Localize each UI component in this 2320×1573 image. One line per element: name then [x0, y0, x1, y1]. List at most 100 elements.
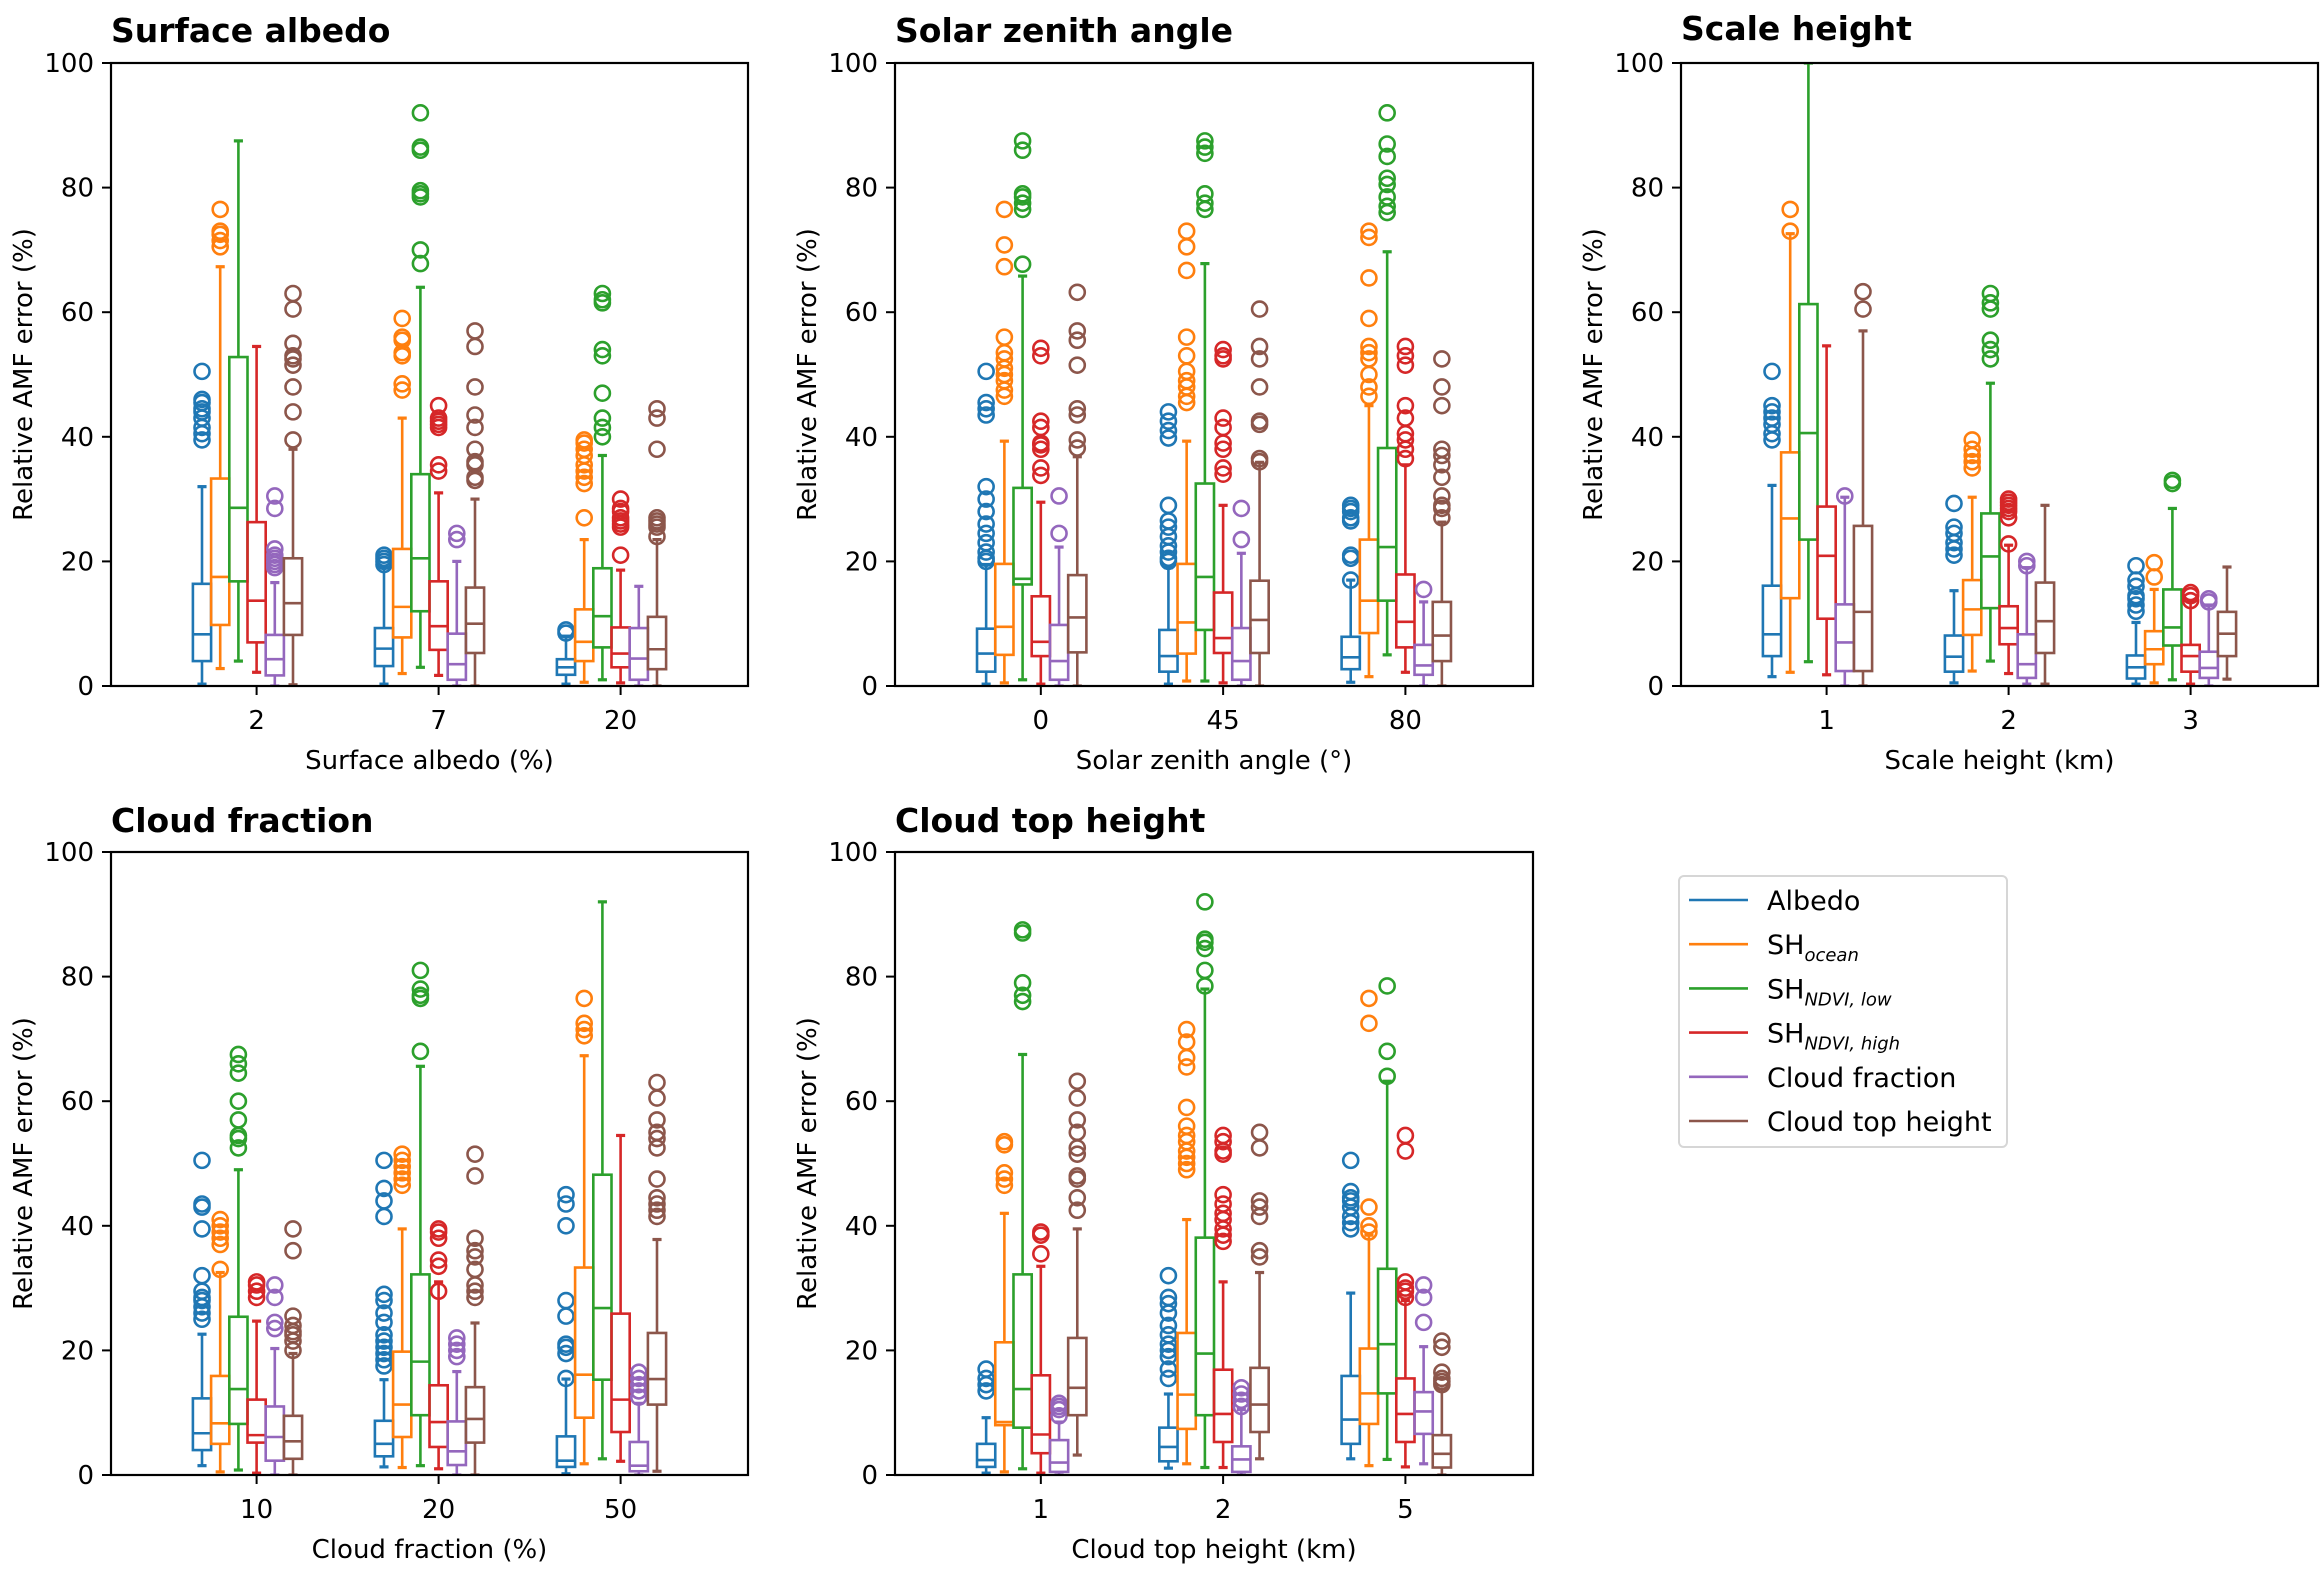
box-sh_ndvi_high-2	[1998, 490, 2020, 676]
x-axis-label: Solar zenith angle (°)	[1076, 746, 1353, 776]
box-sh_ocean-45	[1176, 222, 1198, 683]
box-iqr	[1413, 1390, 1435, 1436]
outlier-point	[593, 284, 612, 303]
box-sh_ndvi_low-3	[2162, 471, 2183, 682]
outlier-point	[1232, 1385, 1251, 1403]
outlier-point	[1159, 1316, 1178, 1335]
outlier-point	[1214, 440, 1232, 459]
y-axis-label: Relative AMF error (%)	[9, 1017, 39, 1310]
box-iqr	[282, 1414, 304, 1461]
outlier-point	[1360, 378, 1378, 396]
outlier-point	[1177, 1033, 1196, 1051]
y-tick-label: 0	[861, 672, 878, 702]
box-cloud_fraction-0	[1048, 487, 1070, 686]
box-cloud_fraction-7	[446, 524, 468, 686]
outlier-point	[648, 409, 666, 427]
box-cloud_top_height-1	[1852, 282, 1874, 686]
outlier-point	[1250, 1248, 1269, 1266]
outlier-point	[1360, 337, 1378, 356]
box-sh_ocean-3	[2143, 553, 2165, 685]
box-cloud_fraction-50	[628, 1363, 650, 1475]
outlier-point	[1050, 1394, 1068, 1413]
outlier-point	[1433, 1338, 1451, 1357]
box-cloud_fraction-2	[2016, 552, 2038, 686]
outlier-point	[1032, 1223, 1050, 1241]
outlier-point	[375, 1179, 393, 1198]
y-tick-label: 20	[61, 547, 94, 577]
outlier-point	[1341, 496, 1360, 515]
outlier-point	[1341, 1188, 1360, 1207]
y-tick-label: 0	[1647, 672, 1664, 702]
outlier-point	[265, 1276, 284, 1294]
box-iqr	[628, 1440, 650, 1473]
outlier-point	[575, 431, 594, 449]
x-tick-label: 50	[604, 1495, 637, 1525]
outlier-point	[429, 1229, 448, 1248]
box-iqr	[1394, 1377, 1416, 1444]
outlier-point	[1050, 487, 1068, 505]
outlier-point	[1177, 1020, 1196, 1039]
box-iqr	[610, 626, 632, 669]
box-sh_ndvi_low-2	[1980, 284, 2001, 663]
outlier-point	[995, 257, 1014, 276]
outlier-point	[375, 1326, 393, 1344]
x-axis-label: Surface albedo (%)	[305, 746, 554, 776]
outlier-point	[1250, 300, 1269, 318]
outlier-point	[1341, 1151, 1360, 1170]
outlier-point	[284, 1220, 302, 1238]
box-iqr	[1340, 635, 1362, 671]
box-cloud_fraction-1	[1834, 487, 1856, 686]
outlier-point	[429, 1257, 448, 1276]
outlier-point	[1360, 387, 1378, 406]
outlier-point	[611, 508, 630, 527]
legend-item-sh_ndvi_high: SHNDVI, high	[1689, 1019, 1900, 1055]
box-sh_ocean-5	[1358, 989, 1380, 1468]
outlier-point	[375, 1291, 393, 1310]
outlier-point	[1177, 347, 1196, 365]
outlier-point	[1763, 403, 1781, 421]
box-iqr	[993, 1341, 1015, 1427]
outlier-point	[429, 1251, 448, 1269]
legend-item-sh_ocean: SHocean	[1689, 930, 1859, 966]
outlier-point	[1013, 185, 1032, 203]
outlier-point	[1360, 1217, 1378, 1235]
box-iqr	[373, 626, 395, 668]
outlier-point	[648, 1207, 666, 1226]
outlier-point	[429, 1282, 448, 1301]
outlier-point	[1177, 1154, 1196, 1173]
box-sh_ndvi_high-2	[1212, 1126, 1234, 1470]
outlier-point	[1378, 169, 1396, 188]
outlier-point	[1414, 1313, 1433, 1332]
outlier-point	[575, 508, 594, 527]
outlier-point	[1196, 893, 1214, 911]
outlier-point	[1981, 284, 2000, 303]
outlier-point	[1032, 459, 1050, 477]
outlier-point	[1050, 524, 1068, 543]
outlier-point	[429, 1220, 448, 1238]
outlier-point	[1981, 340, 2000, 359]
outlier-point	[466, 322, 484, 340]
box-iqr	[591, 566, 613, 649]
outlier-point	[1763, 409, 1781, 427]
x-axis-label: Cloud fraction (%)	[312, 1535, 548, 1565]
box-albedo-80	[1340, 496, 1362, 684]
outlier-point	[284, 403, 302, 421]
outlier-point	[1999, 490, 2018, 508]
outlier-point	[265, 1319, 284, 1338]
panel-title: Cloud top height	[895, 801, 1206, 840]
box-iqr	[1394, 573, 1416, 649]
panel-title: Cloud fraction	[111, 801, 374, 840]
box-group-layer	[1761, 63, 2238, 686]
outlier-point	[1981, 294, 2000, 312]
legend-label: Cloud fraction	[1767, 1063, 1956, 1094]
box-iqr	[2016, 632, 2038, 680]
outlier-point	[1214, 465, 1232, 483]
outlier-point	[1396, 1126, 1415, 1145]
outlier-point	[466, 1241, 484, 1260]
outlier-point	[1360, 989, 1378, 1008]
outlier-point	[648, 399, 666, 418]
outlier-point	[977, 406, 995, 424]
box-sh_ndvi_high-20	[428, 1220, 450, 1471]
panel-scale-height: Scale height 0 20 40 60 80 100 1 2 3 Scale height …	[1579, 9, 2320, 776]
outlier-point	[1963, 431, 1981, 449]
